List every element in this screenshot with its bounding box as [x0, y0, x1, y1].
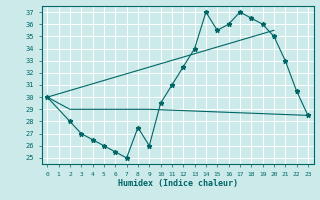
X-axis label: Humidex (Indice chaleur): Humidex (Indice chaleur)	[118, 179, 237, 188]
